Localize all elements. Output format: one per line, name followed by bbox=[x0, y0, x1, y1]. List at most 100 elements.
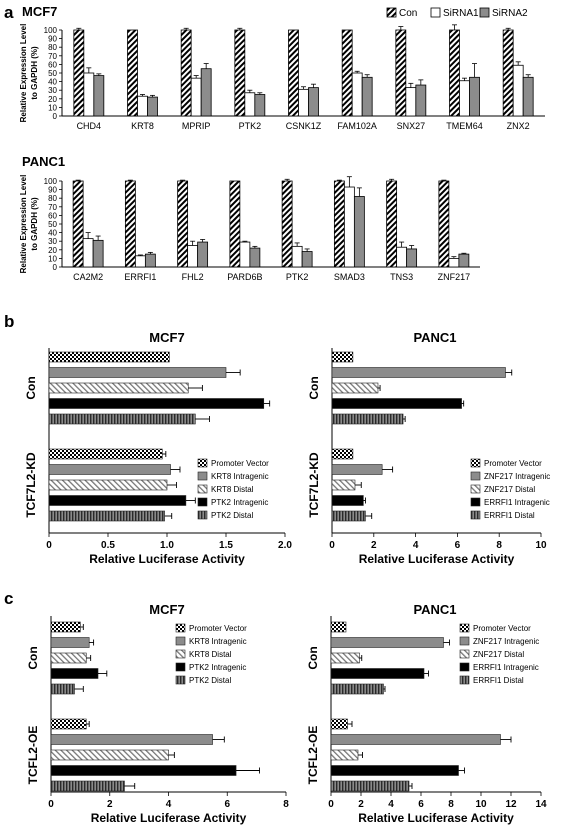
bar bbox=[50, 621, 81, 633]
legend-swatch bbox=[459, 662, 470, 672]
x-tick-label: PTK2 bbox=[239, 121, 262, 131]
legend-label: SiRNA2 bbox=[492, 8, 528, 19]
group-label: Con bbox=[24, 376, 38, 399]
legend-label: ERRFI1 Distal bbox=[473, 676, 524, 685]
x-tick-label: KRT8 bbox=[131, 121, 154, 131]
bar bbox=[406, 248, 418, 268]
bar bbox=[331, 479, 356, 491]
chart-title: MCF7 bbox=[149, 330, 184, 345]
y-tick-label: 40 bbox=[48, 78, 57, 87]
bar bbox=[187, 245, 199, 268]
bar bbox=[298, 88, 309, 117]
chart-title: MCF7 bbox=[22, 4, 57, 19]
group-label: Con bbox=[26, 646, 40, 669]
x-tick-label: ZNF217 bbox=[438, 272, 471, 282]
x-axis-label: Relative Luciferase Activity bbox=[358, 811, 514, 825]
x-tick-label: 8 bbox=[448, 799, 454, 810]
x-tick-label: PTK2 bbox=[286, 272, 309, 282]
y-tick-label: 100 bbox=[44, 26, 58, 35]
legend-label: Promoter Vector bbox=[484, 459, 542, 468]
bar bbox=[50, 780, 125, 792]
x-tick-label: 4 bbox=[388, 799, 394, 810]
x-tick-label: 0 bbox=[329, 540, 335, 551]
y-tick-label: 20 bbox=[48, 246, 57, 255]
y-tick-label: 10 bbox=[48, 254, 57, 263]
x-tick-label: FAM102A bbox=[337, 121, 377, 131]
legend-swatch bbox=[175, 636, 186, 646]
legend-label: PTK2 Distal bbox=[189, 676, 231, 685]
legend-swatch bbox=[175, 662, 186, 672]
bar bbox=[127, 29, 138, 117]
bar bbox=[93, 75, 105, 117]
bar bbox=[522, 76, 534, 117]
x-tick-label: FHL2 bbox=[182, 272, 204, 282]
bar bbox=[330, 621, 347, 633]
bar bbox=[190, 77, 202, 117]
x-axis-label: Relative Luciferase Activity bbox=[359, 552, 515, 566]
x-tick-label: 1.0 bbox=[160, 540, 174, 551]
bar bbox=[331, 510, 366, 522]
x-tick-label: 10 bbox=[475, 799, 487, 810]
legend-swatch bbox=[459, 623, 470, 633]
legend-label: KRT8 Distal bbox=[211, 485, 254, 494]
x-tick-label: PARD6B bbox=[227, 272, 262, 282]
legend-label: PTK2 Intragenic bbox=[211, 498, 268, 507]
chart-title: PANC1 bbox=[413, 330, 456, 345]
y-tick-label: 90 bbox=[48, 35, 57, 44]
legend-swatch bbox=[470, 484, 481, 494]
chart-c-mcf7: MCF7 0 2 4 6 8 Relative Luciferase Activity Con… bbox=[26, 602, 289, 825]
x-axis-label: Relative Luciferase Activity bbox=[89, 552, 245, 566]
chart-title: PANC1 bbox=[413, 602, 456, 617]
legend-swatch bbox=[197, 458, 208, 468]
chart-b-mcf7: MCF7 0 0.5 1.0 1.5 2.0 Relative Luciferase Act… bbox=[24, 330, 292, 566]
panel-label-c: c bbox=[4, 589, 13, 608]
bar bbox=[239, 241, 251, 268]
y-tick-label: 90 bbox=[48, 186, 57, 195]
bar bbox=[281, 180, 293, 268]
bar bbox=[331, 398, 462, 409]
x-tick-label: TNS3 bbox=[390, 272, 413, 282]
bar bbox=[405, 87, 417, 117]
group-label: TCF7L2-KD bbox=[24, 452, 38, 518]
x-tick-label: MPRIP bbox=[182, 121, 211, 131]
legend-label: ZNF217 Distal bbox=[473, 650, 524, 659]
y-tick-label: 80 bbox=[48, 194, 57, 203]
x-tick-label: SNX27 bbox=[397, 121, 426, 131]
bar bbox=[449, 29, 460, 117]
bar bbox=[330, 718, 348, 730]
legend-swatch bbox=[430, 7, 441, 18]
bar bbox=[459, 80, 470, 117]
x-tick-label: 14 bbox=[535, 799, 547, 810]
legend-label: Promoter Vector bbox=[211, 459, 269, 468]
bar bbox=[50, 652, 87, 664]
bar bbox=[330, 765, 459, 776]
bar bbox=[137, 95, 148, 117]
x-tick-label: 0 bbox=[46, 540, 52, 551]
chart-a-mcf7: MCF7 Relative Expression Level to GAPDH (%… bbox=[19, 4, 545, 131]
bar bbox=[50, 668, 99, 679]
bar bbox=[291, 245, 303, 268]
x-tick-label: CHD4 bbox=[77, 121, 102, 131]
x-tick-label: 4 bbox=[166, 799, 172, 810]
bar bbox=[73, 29, 85, 117]
legend-swatch bbox=[197, 497, 208, 507]
bar bbox=[50, 765, 237, 776]
x-tick-label: 6 bbox=[418, 799, 424, 810]
legend-label: PTK2 Distal bbox=[211, 511, 253, 520]
legend-swatch bbox=[470, 510, 481, 520]
bar bbox=[330, 637, 444, 648]
bar bbox=[288, 29, 299, 117]
bar bbox=[48, 367, 227, 378]
bar bbox=[244, 92, 256, 117]
x-tick-label: 2 bbox=[107, 799, 113, 810]
bar bbox=[458, 253, 470, 268]
x-tick-label: 8 bbox=[496, 540, 502, 551]
y-tick-label: 100 bbox=[44, 177, 58, 186]
x-tick-label: 1.5 bbox=[219, 540, 233, 551]
legend-swatch bbox=[175, 623, 186, 633]
bar bbox=[331, 351, 354, 363]
legend-swatch bbox=[197, 510, 208, 520]
bar bbox=[469, 76, 480, 117]
bar bbox=[50, 683, 75, 695]
